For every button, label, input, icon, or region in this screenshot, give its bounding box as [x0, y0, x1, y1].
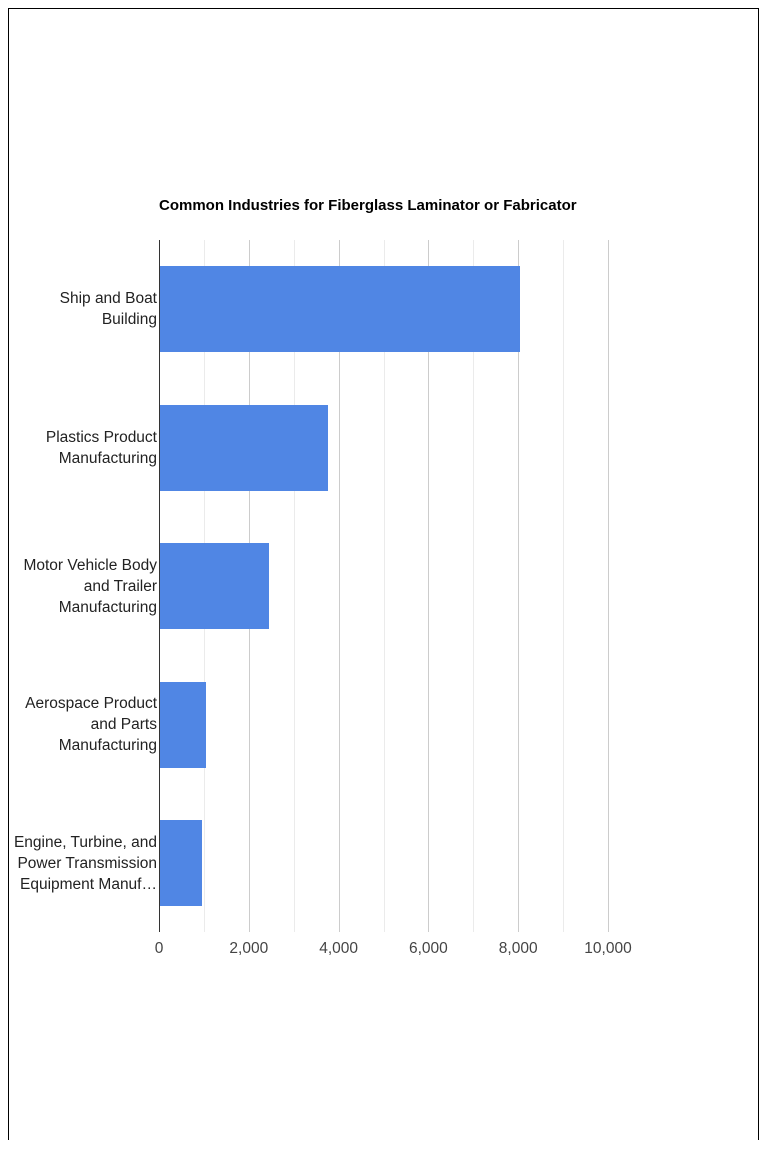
category-label: Ship and Boat Building: [59, 290, 157, 328]
gridline: [338, 240, 340, 932]
x-tick-label: 2,000: [229, 940, 269, 957]
plot-area: [159, 240, 629, 932]
bar[interactable]: [159, 543, 269, 629]
chart-title: Common Industries for Fiberglass Laminat…: [159, 197, 577, 214]
bar[interactable]: [159, 266, 521, 352]
y-axis-line: [159, 240, 160, 932]
gridline: [383, 240, 385, 932]
gridline: [428, 240, 430, 932]
x-tick-label: 0: [154, 940, 164, 957]
category-label: Aerospace Product and Parts Manufacturing: [25, 695, 157, 754]
x-tick-label: 6,000: [408, 940, 448, 957]
chart-frame: [8, 8, 759, 1140]
category-label: Plastics Product Manufacturing: [45, 428, 157, 467]
category-label: Engine, Turbine, and Power Transmission Eq…: [13, 833, 157, 893]
x-tick-label: 8,000: [498, 940, 538, 957]
gridline: [473, 240, 475, 932]
gridline: [563, 240, 565, 932]
x-tick-label: 4,000: [319, 940, 358, 957]
gridline: [518, 240, 520, 932]
bar[interactable]: [159, 820, 203, 906]
gridline: [608, 240, 609, 932]
x-tick-label: 10,000: [584, 940, 632, 957]
bar[interactable]: [159, 404, 328, 491]
gridline: [293, 240, 295, 932]
bar[interactable]: [159, 681, 207, 768]
category-label: Motor Vehicle Body and Trailer Manufacturi…: [23, 556, 157, 616]
